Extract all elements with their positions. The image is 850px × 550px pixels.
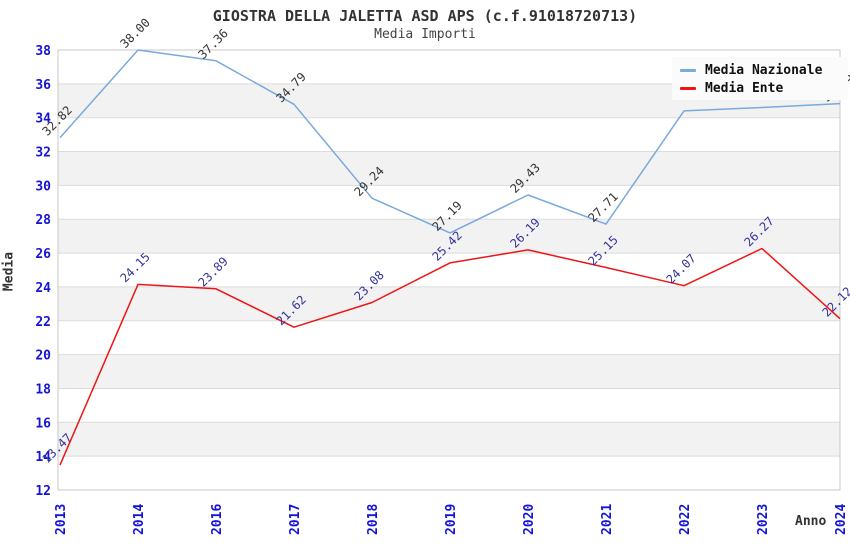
series-line-media-ente	[59, 247, 841, 466]
series-line-media-nazionale	[59, 49, 841, 234]
tick-label-x: 2023	[756, 504, 771, 535]
tick-label-x: 2014	[132, 504, 147, 535]
band	[58, 422, 840, 457]
tick-label-x: 2022	[678, 504, 693, 535]
point-label: 23.89	[195, 254, 230, 289]
tick-label-x: 2016	[210, 504, 225, 535]
tick-label-x: 2018	[366, 504, 381, 535]
legend-item-media-nazionale: Media Nazionale	[680, 61, 848, 79]
band	[58, 354, 840, 389]
chart-subtitle: Media Importi	[374, 27, 476, 42]
tick-label-x: 2024	[834, 504, 849, 535]
band	[58, 219, 840, 254]
band	[58, 286, 840, 321]
tick-label-x: 2020	[522, 504, 537, 535]
chart-title: GIOSTRA DELLA JALETTA ASD APS (c.f.91018…	[212, 7, 638, 25]
legend-label: Media Nazionale	[705, 62, 823, 78]
tick-label-y: 24	[35, 281, 51, 296]
legend-item-media-ente: Media Ente	[680, 79, 848, 97]
tick-label-x: 2013	[54, 504, 69, 535]
tick-label-y: 26	[35, 247, 51, 262]
tick-label-y: 18	[35, 382, 51, 397]
legend: Media Nazionale Media Ente	[672, 57, 848, 100]
band	[58, 151, 840, 186]
legend-label: Media Ente	[705, 80, 784, 96]
tick-label-y: 34	[35, 112, 51, 127]
tick-label-y: 36	[35, 78, 51, 93]
point-label: 24.15	[117, 250, 152, 285]
tick-label-x: 2017	[288, 504, 303, 535]
tick-label-y: 38	[35, 44, 51, 59]
tick-label-x: 2019	[444, 504, 459, 535]
tick-label-y: 32	[35, 146, 51, 161]
x-axis-title: Anno	[795, 514, 827, 529]
tick-label-y: 12	[35, 484, 51, 499]
tick-label-y: 20	[35, 349, 51, 364]
tick-label-y: 16	[35, 416, 51, 431]
blue-line-swatch-icon	[680, 68, 696, 72]
tick-label-y: 30	[35, 179, 51, 194]
tick-label-y: 28	[35, 213, 51, 228]
red-line-swatch-icon	[680, 86, 696, 90]
plot-border	[57, 49, 841, 491]
y-axis-title: Media	[1, 251, 17, 292]
tick-label-x: 2021	[600, 504, 615, 535]
point-label: 38.00	[117, 15, 152, 50]
tick-label-y: 22	[35, 315, 51, 330]
point-label: 37.36	[195, 26, 230, 61]
tick-label-y: 14	[35, 450, 51, 465]
